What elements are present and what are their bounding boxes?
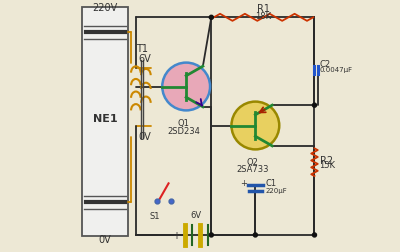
Text: 18K: 18K [256, 12, 272, 21]
Circle shape [312, 233, 316, 237]
Circle shape [312, 104, 316, 108]
Text: 15K: 15K [320, 161, 336, 170]
Text: 2SD234: 2SD234 [167, 126, 200, 135]
Circle shape [209, 233, 213, 237]
Text: 6V: 6V [191, 210, 202, 219]
Text: 220μF: 220μF [266, 187, 287, 193]
Text: Q2: Q2 [247, 157, 259, 166]
Text: 0V: 0V [138, 131, 151, 141]
Circle shape [253, 233, 257, 237]
Text: R1: R1 [257, 5, 270, 14]
Circle shape [232, 102, 279, 150]
Text: NE1: NE1 [93, 113, 117, 123]
FancyBboxPatch shape [82, 8, 128, 236]
Text: 2SA733: 2SA733 [236, 165, 269, 174]
Text: C1: C1 [266, 178, 276, 187]
Text: S1: S1 [150, 211, 160, 220]
Text: Q1: Q1 [178, 118, 190, 128]
Text: 0V: 0V [99, 234, 111, 244]
Text: T1: T1 [136, 43, 148, 53]
Text: R2: R2 [320, 155, 333, 165]
Text: 0.0047μF: 0.0047μF [320, 67, 353, 73]
Text: +: + [240, 178, 246, 187]
Text: 6V: 6V [138, 53, 151, 63]
Circle shape [162, 63, 210, 111]
Text: C2: C2 [320, 60, 331, 69]
Text: +: + [172, 230, 180, 240]
Circle shape [209, 16, 213, 20]
Text: 220V: 220V [92, 3, 118, 13]
